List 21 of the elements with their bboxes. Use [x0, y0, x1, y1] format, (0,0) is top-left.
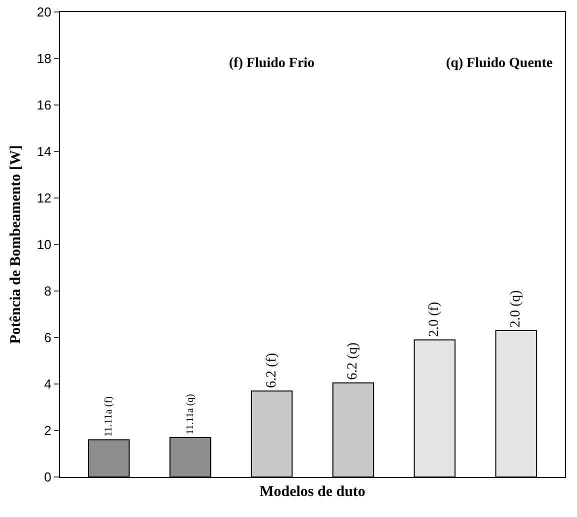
x-tick-label: 6.2 (q)	[346, 342, 361, 380]
annotation: (q) Fluido Quente	[446, 56, 553, 71]
y-tick-label: 2	[44, 423, 52, 438]
y-tick-label: 0	[44, 470, 52, 485]
x-tick-label: 11.11a (f)	[103, 396, 114, 437]
y-tick-label: 4	[44, 376, 52, 392]
annotation: (f) Fluido Frio	[229, 56, 315, 71]
y-tick-label: 16	[36, 98, 52, 113]
x-tick-label: 2.0 (q)	[508, 290, 524, 328]
y-tick-label: 10	[36, 237, 52, 252]
y-tick-label: 6	[44, 330, 52, 346]
y-tick-label: 18	[36, 51, 52, 66]
x-tick-label: 6.2 (f)	[264, 352, 280, 388]
y-axis-title: Potência de Bombeamento [W]	[8, 145, 24, 344]
y-tick-label: 12	[36, 190, 52, 206]
y-tick-label: 8	[44, 284, 52, 299]
y-tick-label: 14	[36, 144, 52, 160]
y-tick-label: 20	[36, 4, 52, 20]
x-tick-label: 11.11a (q)	[184, 394, 196, 434]
x-tick-label: 2.0 (f)	[427, 302, 442, 337]
x-axis-title: Modelos de duto	[260, 484, 366, 500]
